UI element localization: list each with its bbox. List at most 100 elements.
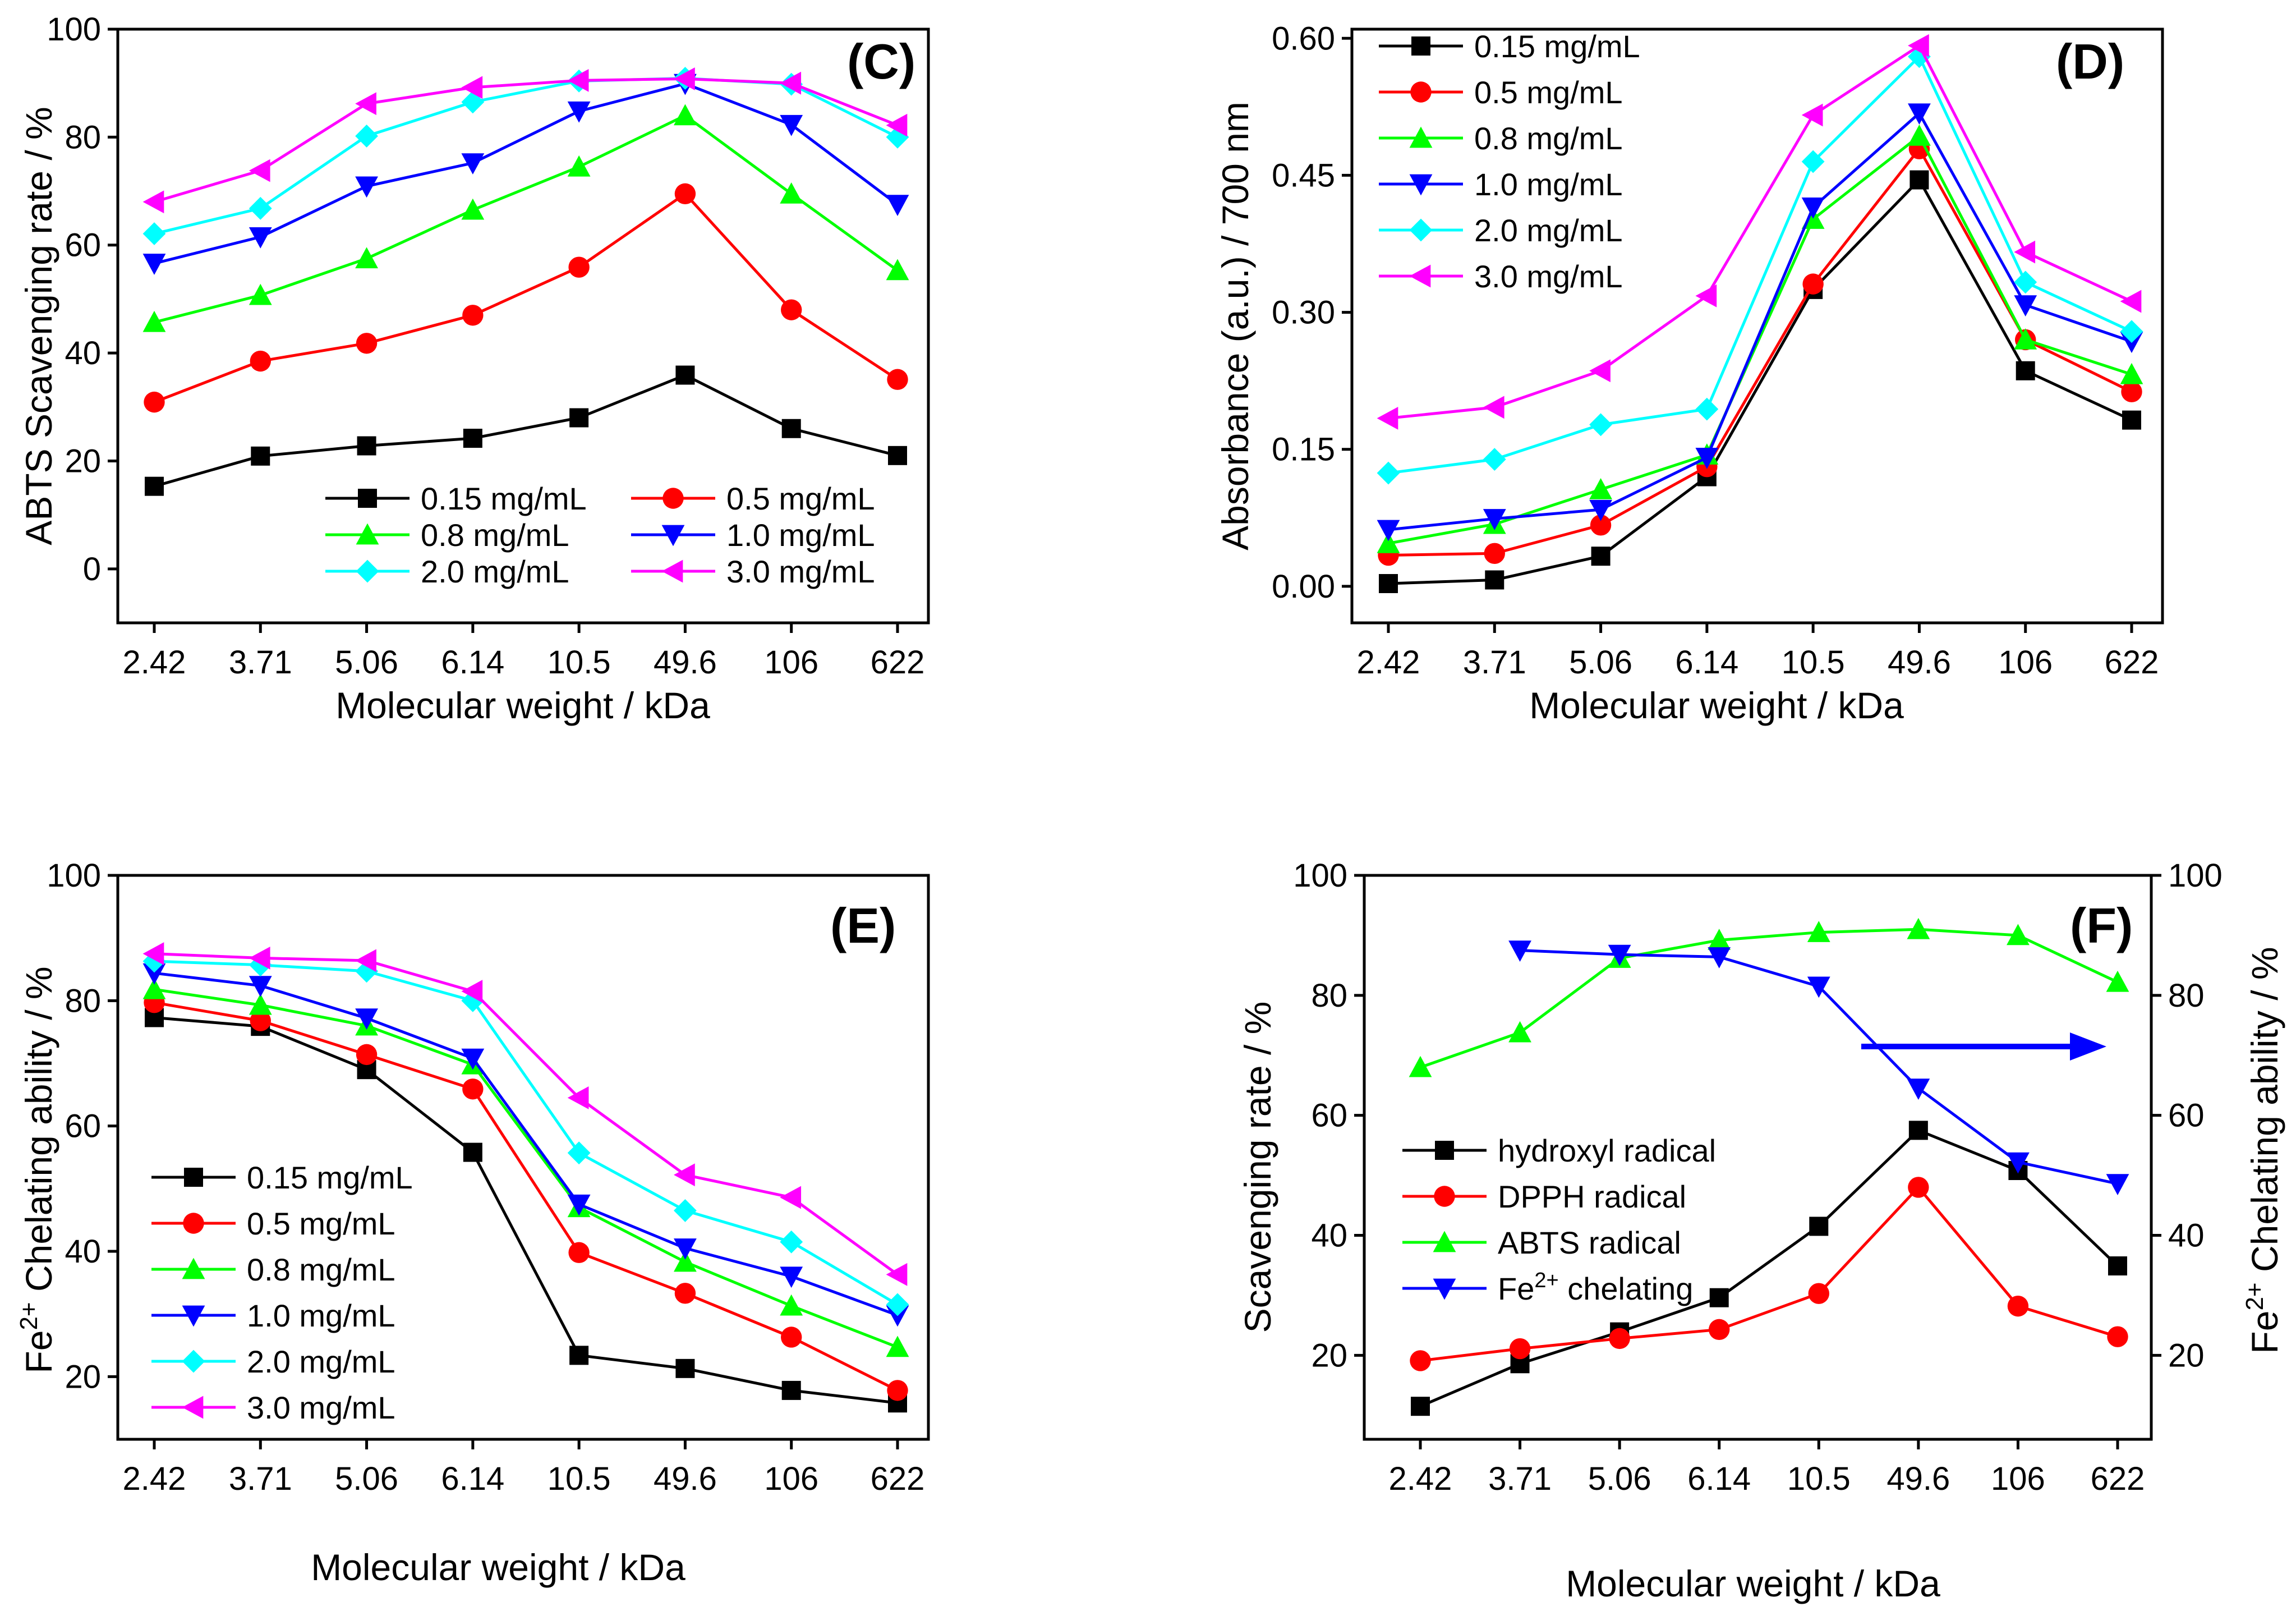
panel-label: (C) bbox=[847, 34, 915, 89]
data-point bbox=[461, 980, 483, 1003]
series-line bbox=[154, 192, 899, 403]
y-tick-label: 80 bbox=[65, 983, 101, 1019]
y-axis-title-sup: 2+ bbox=[15, 1302, 43, 1330]
data-point bbox=[1590, 515, 1612, 536]
legend-item: 3.0 mg/mL bbox=[1379, 259, 1623, 294]
data-point bbox=[2016, 361, 2035, 380]
data-point bbox=[886, 1293, 909, 1316]
x-axis-title: Molecular weight / kDa bbox=[335, 685, 710, 726]
y-axis-title: Scavenging rate / % bbox=[1237, 1002, 1278, 1333]
data-point bbox=[145, 476, 164, 496]
data-point bbox=[569, 1346, 589, 1365]
data-point bbox=[1695, 397, 1719, 421]
data-point bbox=[251, 446, 270, 466]
legend-label: hydroxyl radical bbox=[1498, 1133, 1716, 1168]
data-point bbox=[887, 369, 908, 390]
data-point bbox=[249, 196, 272, 220]
data-point bbox=[1483, 396, 1504, 419]
x-tick-label: 622 bbox=[2091, 1461, 2145, 1497]
series-2 bbox=[142, 104, 909, 332]
legend-marker bbox=[1409, 174, 1433, 196]
x-tick-label: 5.06 bbox=[1569, 644, 1632, 681]
legend-marker bbox=[184, 1168, 203, 1187]
data-point bbox=[780, 182, 803, 204]
data-point bbox=[249, 993, 272, 1015]
data-point bbox=[356, 1044, 378, 1066]
series-layer bbox=[142, 942, 909, 1413]
data-point bbox=[461, 1048, 485, 1070]
y2-tick-label: 40 bbox=[2168, 1217, 2205, 1254]
legend-marker bbox=[1434, 1186, 1455, 1207]
data-point bbox=[567, 1141, 591, 1165]
panel-label: (E) bbox=[830, 898, 896, 953]
legend-label: 3.0 mg/mL bbox=[247, 1390, 395, 1425]
x-axis: 2.42 3.71 5.06 6.14 10.5 49.6 106 622 bbox=[123, 623, 924, 681]
legend: 0.15 mg/mL 0.5 mg/mL 0.8 mg/mL 1.0 mg/mL 2.0… bbox=[1379, 29, 1640, 294]
data-point bbox=[355, 960, 378, 983]
x-tick-label: 3.71 bbox=[229, 644, 292, 681]
data-point bbox=[462, 305, 484, 326]
data-point bbox=[142, 977, 166, 999]
data-point bbox=[2108, 1256, 2127, 1276]
data-point bbox=[463, 1142, 482, 1162]
legend-item: 3.0 mg/mL bbox=[631, 554, 875, 589]
x-tick-label: 10.5 bbox=[547, 644, 611, 681]
legend-label-base: Fe bbox=[1498, 1271, 1534, 1306]
data-point bbox=[142, 949, 166, 973]
y-axis-title: ABTS Scavenging rate / % bbox=[18, 107, 59, 545]
data-point bbox=[1589, 478, 1612, 499]
data-point bbox=[2007, 1152, 2030, 1174]
legend-marker bbox=[1409, 218, 1433, 242]
legend-marker bbox=[356, 559, 379, 583]
y2-tick-label: 20 bbox=[2168, 1337, 2205, 1374]
data-point bbox=[356, 333, 378, 354]
data-point bbox=[1809, 1217, 1829, 1236]
legend-label: 0.15 mg/mL bbox=[247, 1160, 413, 1195]
panel-c-abts-scavenging: 0 20 40 60 80 100 2.42 3.71 5.06 6.14 10.5 49.6 106… bbox=[18, 11, 930, 726]
data-point bbox=[1709, 1288, 1729, 1307]
data-point bbox=[1801, 103, 1823, 127]
data-point bbox=[1483, 509, 1506, 530]
y-tick-label: 0.45 bbox=[1272, 157, 1335, 194]
legend-marker bbox=[356, 523, 379, 545]
data-point bbox=[886, 1305, 909, 1327]
data-point bbox=[568, 256, 590, 278]
data-point bbox=[355, 125, 378, 148]
legend-label: 2.0 mg/mL bbox=[421, 554, 569, 589]
x-tick-label: 6.14 bbox=[1675, 644, 1738, 681]
data-point bbox=[2106, 970, 2129, 992]
series-line bbox=[154, 113, 899, 324]
legend-item: hydroxyl radical bbox=[1402, 1133, 1716, 1168]
legend-item: 0.8 mg/mL bbox=[151, 1252, 395, 1287]
y2-axis-title-sup: 2+ bbox=[2241, 1282, 2269, 1310]
legend-label: Fe2+ chelating bbox=[1498, 1269, 1693, 1306]
series-line bbox=[154, 1001, 899, 1392]
legend-marker bbox=[1409, 264, 1431, 288]
data-point bbox=[1379, 574, 1398, 594]
data-point bbox=[1377, 531, 1400, 553]
y-tick-label: 20 bbox=[65, 443, 101, 479]
data-point bbox=[780, 1294, 803, 1316]
data-point bbox=[2014, 295, 2037, 316]
series-1 bbox=[144, 183, 908, 413]
y-axis-right: 20 40 60 80 100 bbox=[2151, 857, 2223, 1374]
legend-item: 0.15 mg/mL bbox=[325, 481, 587, 516]
plot-frame bbox=[116, 874, 930, 1441]
x-tick-label: 106 bbox=[764, 644, 818, 681]
y-axis-title-rest: Chelating ability / % bbox=[18, 966, 59, 1302]
legend-label: 0.5 mg/mL bbox=[726, 481, 875, 516]
direction-arrow bbox=[1861, 1032, 2106, 1061]
legend-item: 0.15 mg/mL bbox=[151, 1160, 413, 1195]
legend-label: 0.5 mg/mL bbox=[247, 1206, 395, 1241]
data-point bbox=[1807, 921, 1830, 942]
data-point bbox=[1908, 125, 1931, 146]
y2-axis-title-rest: Chelating ability / % bbox=[2244, 947, 2285, 1282]
x-tick-label: 49.6 bbox=[1888, 644, 1951, 681]
legend-item: 1.0 mg/mL bbox=[151, 1298, 395, 1333]
legend-item: 2.0 mg/mL bbox=[1379, 213, 1623, 248]
series-line bbox=[154, 971, 898, 1317]
data-point bbox=[780, 1186, 802, 1209]
y-tick-label: 100 bbox=[47, 857, 101, 894]
x-axis: 2.42 3.71 5.06 6.14 10.5 49.6 106 622 bbox=[123, 1439, 924, 1497]
data-point bbox=[461, 198, 485, 220]
